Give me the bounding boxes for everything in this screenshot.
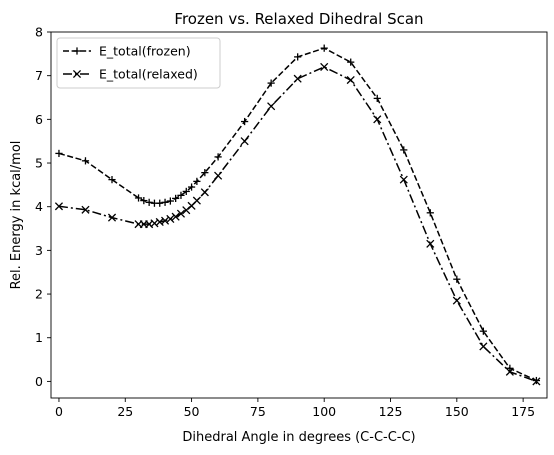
y-tick-label: 5 (35, 156, 43, 171)
y-tick-label: 0 (35, 374, 43, 389)
x-tick-label: 100 (312, 404, 336, 419)
y-tick-label: 8 (35, 25, 43, 40)
y-tick-label: 6 (35, 112, 43, 127)
x-axis: 0 25 50 75 100 125 150 175 (55, 398, 535, 419)
y-axis: 0 1 2 3 4 5 6 7 8 (35, 25, 51, 389)
x-tick-label: 125 (379, 404, 403, 419)
x-tick-label: 0 (55, 404, 63, 419)
x-tick-label: 150 (445, 404, 469, 419)
y-tick-label: 2 (35, 287, 43, 302)
x-axis-title: Dihedral Angle in degrees (C-C-C-C) (182, 430, 415, 445)
y-tick-label: 4 (35, 199, 43, 214)
legend-label: E_total(relaxed) (99, 67, 198, 82)
legend-label: E_total(frozen) (99, 44, 191, 59)
legend: E_total(frozen) E_total(relaxed) (57, 38, 220, 88)
y-tick-label: 7 (35, 68, 43, 83)
chart-title: Frozen vs. Relaxed Dihedral Scan (174, 10, 423, 28)
y-tick-label: 1 (35, 330, 43, 345)
x-tick-label: 175 (511, 404, 535, 419)
y-tick-label: 3 (35, 243, 43, 258)
y-axis-title: Rel. Energy in kcal/mol (9, 141, 24, 290)
x-tick-label: 25 (117, 404, 133, 419)
x-tick-label: 50 (184, 404, 200, 419)
x-tick-label: 75 (250, 404, 266, 419)
